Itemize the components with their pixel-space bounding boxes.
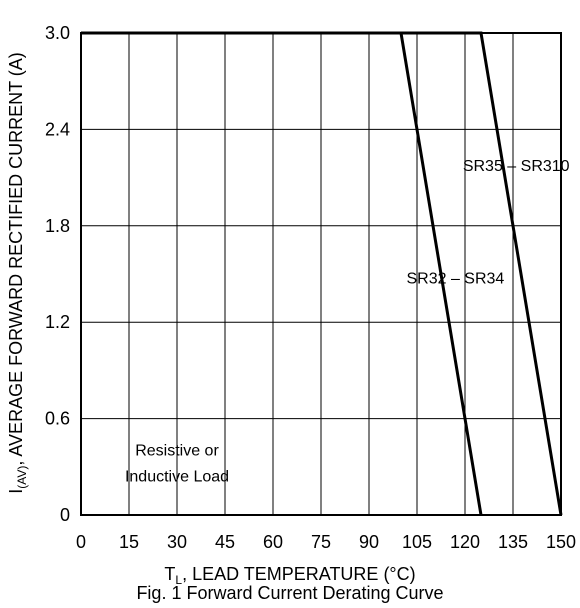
x-axis-label: TL, LEAD TEMPERATURE (°C) — [164, 564, 415, 587]
y-axis-label-subscript: (AV) — [15, 466, 29, 489]
y-axis-label-rest: , AVERAGE FORWARD RECTIFIED CURRENT (A) — [6, 52, 26, 465]
x-tick-label: 30 — [167, 532, 187, 552]
x-tick-label: 105 — [402, 532, 432, 552]
y-tick-labels: 0 0.6 1.2 1.8 2.4 3.0 — [45, 23, 70, 525]
y-tick-label: 0.6 — [45, 409, 70, 429]
x-axis-label-subscript: L — [175, 573, 182, 587]
annotation-label: SR35 – SR310 — [463, 158, 570, 175]
x-tick-labels: 0 15 30 45 60 75 90 105 120 135 150 — [76, 532, 576, 552]
y-axis-label-main: I — [6, 489, 26, 494]
x-tick-label: 0 — [76, 532, 86, 552]
x-axis-label-rest: , LEAD TEMPERATURE (°C) — [182, 564, 416, 584]
y-axis-label: I(AV), AVERAGE FORWARD RECTIFIED CURRENT… — [6, 52, 29, 494]
x-tick-label: 150 — [546, 532, 576, 552]
x-tick-label: 120 — [450, 532, 480, 552]
x-tick-label: 90 — [359, 532, 379, 552]
annotations: SR35 – SR310 SR32 – SR34 Resistive or Induc… — [125, 158, 570, 485]
x-tick-label: 15 — [119, 532, 139, 552]
figure-caption: Fig. 1 Forward Current Derating Curve — [136, 583, 444, 603]
annotation-label: SR32 – SR34 — [406, 271, 504, 288]
plot-frame — [80, 32, 562, 516]
y-tick-label: 1.2 — [45, 312, 70, 332]
y-tick-label: 2.4 — [45, 119, 70, 139]
annotation-label: Inductive Load — [125, 468, 229, 485]
annotation-label: Resistive or — [135, 443, 219, 460]
x-tick-label: 45 — [215, 532, 235, 552]
y-tick-label: 1.8 — [45, 216, 70, 236]
x-tick-label: 60 — [263, 532, 283, 552]
x-tick-label: 75 — [311, 532, 331, 552]
x-axis-label-main: T — [164, 564, 175, 584]
y-tick-label: 3.0 — [45, 23, 70, 43]
x-tick-label: 135 — [498, 532, 528, 552]
y-tick-label: 0 — [60, 505, 70, 525]
